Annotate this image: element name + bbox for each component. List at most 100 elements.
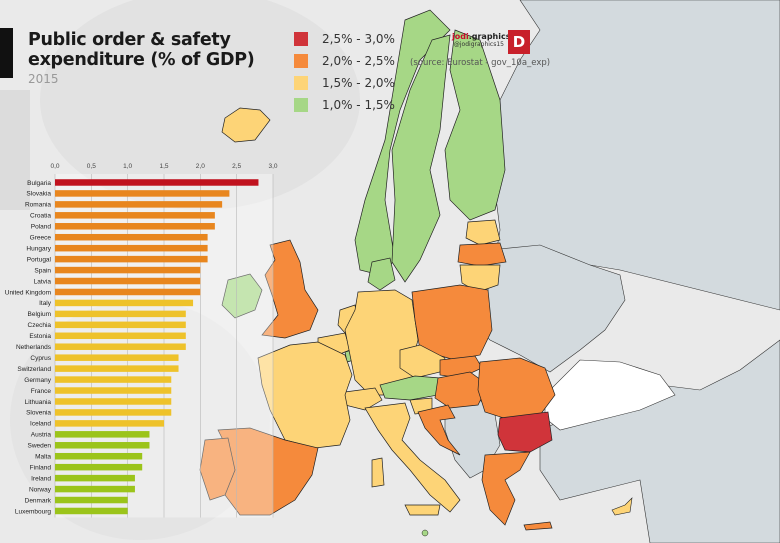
legend-label: 2,5% - 3,0% [322,32,395,46]
x-tick-label: 3,0 [268,163,277,170]
category-label: Finland [30,464,52,471]
category-label: Slovenia [26,410,51,417]
legend-item: 2,5% - 3,0% [294,28,395,50]
bar [55,442,150,449]
bar [55,233,208,241]
bar-chart: 0,0 0,5 1,0 1,5 2,0 2,5 3,0 Bulgaria Slovakia Rom… [5,163,278,518]
bar [55,343,186,350]
map-romania [477,357,556,421]
map-croatia [417,404,461,456]
map-united-kingdom [261,239,319,339]
legend-label: 2,0% - 2,5% [322,54,395,68]
category-label: Spain [34,267,51,274]
category-label: Belgium [28,311,51,318]
bar [55,463,143,471]
brand-logo-icon: D [508,30,530,54]
category-label: Hungary [26,245,51,252]
legend-item: 1,0% - 1,5% [294,94,395,116]
map-lithuania [459,264,501,293]
category-label: Croatia [30,213,51,220]
x-tick-label: 0,5 [87,163,96,170]
category-label: Latvia [34,278,52,285]
map-sardinia [371,457,385,488]
map-sweden [391,34,451,283]
category-label: France [31,388,52,395]
map-iceland [221,107,271,143]
bar [55,452,143,460]
legend-swatch [294,32,308,46]
legend-item: 2,0% - 2,5% [294,50,395,72]
category-label: Greece [30,235,52,242]
legend-label: 1,5% - 2,0% [322,76,395,90]
brand-name-rest: .graphics [468,32,511,41]
map-malta [421,529,429,537]
bar [55,266,201,274]
chart-year: 2015 [28,72,59,86]
map-france [257,341,353,449]
bar [55,310,186,318]
x-tick-label: 0,0 [50,163,59,170]
legend: 2,5% - 3,0% 2,0% - 2,5% 1,5% - 2,0% 1,0%… [294,28,395,116]
bar [55,507,128,515]
bar [55,485,135,493]
bar [55,212,215,219]
bar [55,387,172,394]
category-label: Sweden [28,443,52,450]
legend-swatch [294,54,308,68]
map-italy [364,402,461,513]
map-ireland [221,273,263,319]
legend-swatch [294,98,308,112]
map-portugal [199,437,236,501]
bar [55,288,201,296]
category-label: Italy [39,300,52,307]
map-crete [523,521,553,531]
bar [55,431,150,438]
category-label: Lithuania [25,399,52,406]
category-label: Luxembourg [15,508,52,515]
category-label: Estonia [29,333,51,340]
bar [55,299,194,307]
bar [55,244,208,252]
bar [55,332,186,340]
category-label: Slovakia [26,191,51,198]
map-greece [481,451,531,526]
title-accent-bar [0,28,13,78]
category-label: Portugal [27,256,52,263]
bar [55,376,172,383]
legend-item: 1,5% - 2,0% [294,72,395,94]
x-tick-label: 2,0 [196,163,205,170]
bar [55,409,172,416]
title-line-1: Public order & safety [28,30,231,50]
category-label: Cyprus [30,355,51,362]
brand-name-bold: jodi [452,32,469,41]
map-finland [444,29,506,221]
brand-block: jodi.graphics @jodigraphics15 [452,32,511,48]
map-denmark [367,257,396,291]
chart-title: Public order & safety expenditure (% of … [28,30,255,70]
x-tick-label: 2,5 [232,163,241,170]
category-label: Netherlands [16,344,52,351]
bar [55,398,172,405]
category-label: United Kingdom [5,289,51,296]
category-label: Germany [24,377,51,384]
map-black-sea [544,359,676,431]
bar [55,277,201,285]
bar [55,190,230,197]
bar [55,420,164,427]
map-estonia [465,219,501,246]
bar [55,201,223,208]
category-label: Austria [31,432,52,439]
brand-handle: @jodigraphics15 [453,41,504,48]
bar [55,496,128,504]
bar [55,223,215,230]
bar [55,255,208,263]
category-label: Switzerland [17,366,51,373]
category-label: Norway [29,486,52,493]
category-label: Iceland [30,421,51,428]
category-label: Poland [31,224,52,231]
title-line-2: expenditure (% of GDP) [28,50,255,70]
bar [55,474,135,482]
bar [55,354,179,361]
legend-label: 1,0% - 1,5% [322,98,395,112]
